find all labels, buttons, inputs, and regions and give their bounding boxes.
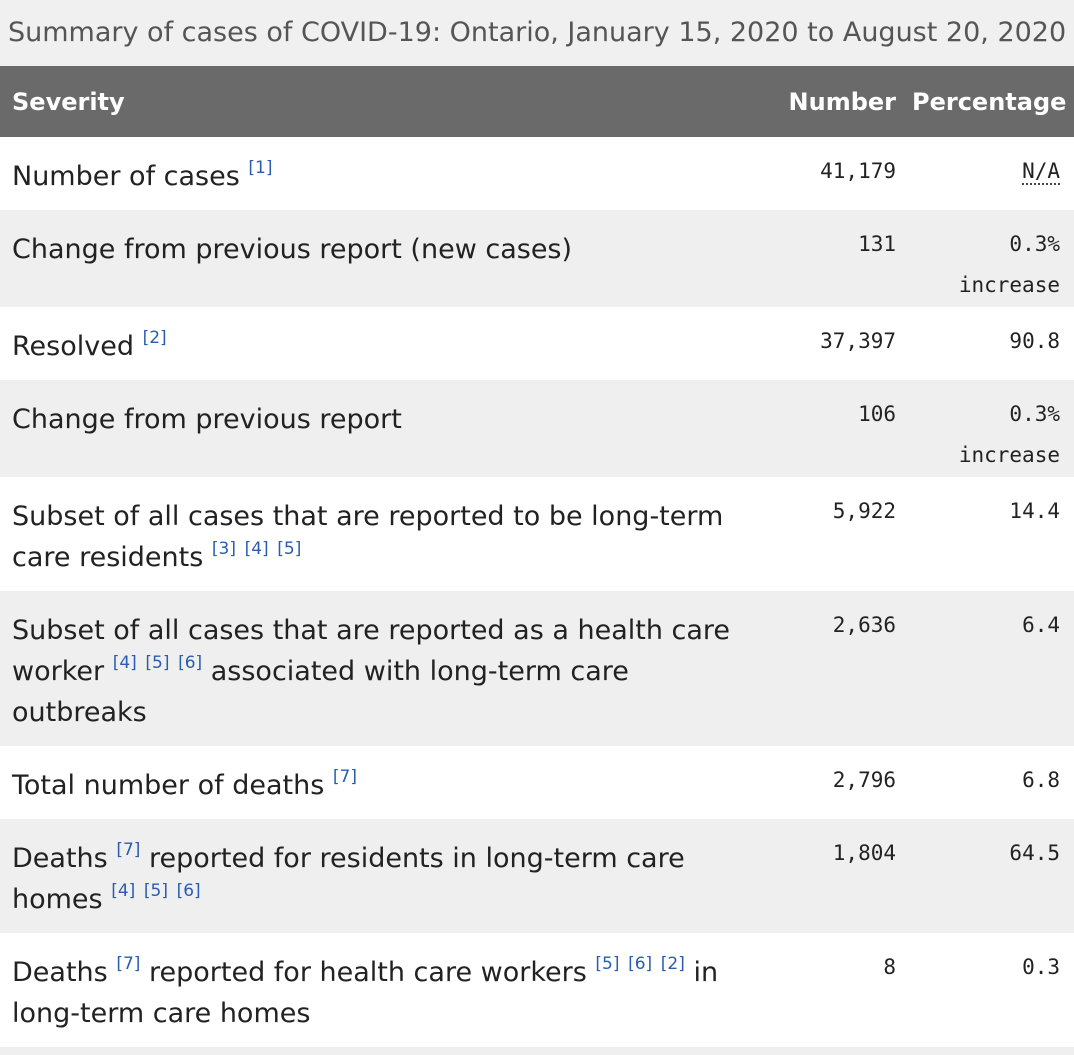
header-number: Number [788, 87, 896, 116]
footnote-ref[interactable]: [4] [244, 539, 269, 559]
label-text: Deaths [12, 843, 108, 874]
row-percentage: 0.3% increase [900, 380, 1074, 477]
footnote-ref[interactable]: [7] [116, 840, 141, 860]
row-percentage: 0.3% increase [900, 210, 1074, 307]
row-label: Total number of deaths [7] [0, 746, 776, 819]
header-severity: Severity [12, 87, 125, 116]
label-text: in long-term care homes [12, 957, 719, 1029]
label-text: Change from previous report [12, 404, 402, 435]
table-row: Total number of deaths [7] 2,796 6.8 [0, 746, 1074, 819]
footnote-ref[interactable]: [2] [142, 328, 167, 348]
row-percentage: N/A [900, 137, 1074, 210]
row-percentage: 6.8 [1022, 768, 1060, 792]
row-number: 106 [858, 402, 896, 426]
row-number: 2,636 [832, 613, 896, 637]
footnote-ref[interactable]: [5] [143, 881, 168, 901]
row-label: Subset of all cases that are reported to… [0, 477, 776, 591]
row-number: 1,804 [832, 841, 896, 865]
footnote-ref[interactable]: [1] [248, 158, 273, 178]
label-text: reported for residents in long-term care… [12, 843, 685, 915]
table-row: Change from previous report (new cases) … [0, 210, 1074, 307]
header-row: Severity Number Percentage [0, 66, 1074, 137]
row-percentage: 6.4 [1022, 613, 1060, 637]
label-text: Deaths [12, 957, 108, 988]
table-row: Deaths [7] reported for residents in lon… [0, 819, 1074, 933]
percentage-value: 0.3% [1009, 232, 1060, 256]
row-number: 2,796 [832, 768, 896, 792]
row-number: 5,922 [832, 499, 896, 523]
percentage-note: increase [958, 443, 1060, 467]
percentage-note: increase [958, 273, 1060, 297]
table-body: Number of cases [1] 41,179 N/A Change fr… [0, 137, 1074, 1047]
row-label: Resolved [2] [0, 307, 776, 380]
label-text: Change from previous report (new cases) [12, 234, 573, 265]
row-percentage: 90.8 [1009, 329, 1060, 353]
label-text: Resolved [12, 331, 134, 362]
label-text: reported for health care workers [149, 957, 587, 988]
row-number: 41,179 [820, 159, 896, 183]
footnote-ref[interactable]: [2] [660, 954, 685, 974]
table-caption: Summary of cases of COVID-19: Ontario, J… [0, 0, 1074, 66]
table-header: Severity Number Percentage [0, 66, 1074, 137]
row-label: Subset of all cases that are reported as… [0, 591, 776, 746]
row-percentage: 64.5 [1009, 841, 1060, 865]
table-row: Subset of all cases that are reported as… [0, 591, 1074, 746]
table-row: Change from previous report 106 0.3% inc… [0, 380, 1074, 477]
footnote-ref[interactable]: [3] [211, 539, 236, 559]
row-number: 8 [883, 955, 896, 979]
table-row: Number of cases [1] 41,179 N/A [0, 137, 1074, 210]
footnote-ref[interactable]: [5] [145, 653, 170, 673]
table-bottom-edge [0, 1047, 1074, 1055]
row-label: Deaths [7] reported for health care work… [0, 933, 776, 1047]
percentage-value: 0.3% [1009, 402, 1060, 426]
footnote-ref[interactable]: [4] [112, 653, 137, 673]
row-percentage: 14.4 [1009, 499, 1060, 523]
footnote-ref[interactable]: [4] [111, 881, 136, 901]
footnote-ref[interactable]: [6] [628, 954, 653, 974]
row-label: Change from previous report [0, 380, 776, 477]
footnote-ref[interactable]: [7] [116, 954, 141, 974]
label-text: associated with long-term care outbreaks [12, 656, 629, 728]
row-number: 37,397 [820, 329, 896, 353]
label-text: Total number of deaths [12, 770, 325, 801]
row-label: Deaths [7] reported for residents in lon… [0, 819, 776, 933]
footnote-ref[interactable]: [7] [332, 767, 357, 787]
footnote-ref[interactable]: [5] [595, 954, 620, 974]
table-row: Deaths [7] reported for health care work… [0, 933, 1074, 1047]
not-applicable-abbr[interactable]: N/A [1022, 159, 1060, 185]
row-label: Number of cases [1] [0, 137, 776, 210]
label-text: Number of cases [12, 161, 240, 192]
table-row: Subset of all cases that are reported to… [0, 477, 1074, 591]
covid-summary-table: Severity Number Percentage Number of cas… [0, 66, 1074, 1047]
label-text: Subset of all cases that are reported as… [12, 615, 731, 687]
row-number: 131 [858, 232, 896, 256]
label-text: Subset of all cases that are reported to… [12, 501, 724, 573]
footnote-ref[interactable]: [6] [178, 653, 203, 673]
table-row: Resolved [2] 37,397 90.8 [0, 307, 1074, 380]
footnote-ref[interactable]: [5] [277, 539, 302, 559]
header-percentage: Percentage [912, 87, 1067, 116]
footnote-ref[interactable]: [6] [176, 881, 201, 901]
row-percentage: 0.3 [1022, 955, 1060, 979]
row-label: Change from previous report (new cases) [0, 210, 776, 307]
